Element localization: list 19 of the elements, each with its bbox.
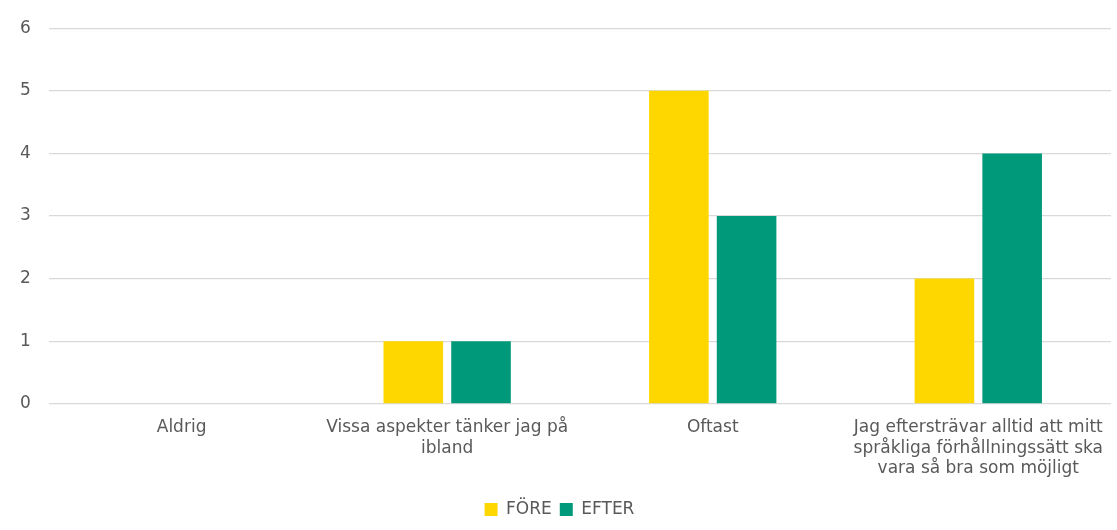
bar (982, 153, 1042, 404)
y-tick-label: 3 (19, 204, 31, 225)
bar (716, 216, 777, 404)
x-tick-label: Vissa aspekter tänker jag på ibland (326, 416, 569, 457)
x-tick-label: Aldrig (156, 416, 207, 437)
x-tick-label: Oftast (686, 416, 739, 437)
legend-label: FÖRE (506, 496, 552, 518)
y-tick-label: 5 (19, 79, 31, 100)
y-tick-label: 0 (19, 392, 31, 413)
x-tick-label: Jag eftersträvar alltid att mitt språkliga förhållningssätt ska vara så bra som möjligt (852, 416, 1104, 478)
y-tick-label: 1 (19, 329, 31, 350)
legend-label: EFTER (581, 497, 635, 518)
bar (914, 278, 975, 404)
bar (451, 341, 511, 404)
y-tick-label: 4 (19, 141, 31, 162)
bar (649, 90, 709, 404)
y-tick-label: 2 (19, 267, 31, 288)
bar (383, 341, 444, 404)
y-tick-label: 6 (19, 16, 31, 37)
